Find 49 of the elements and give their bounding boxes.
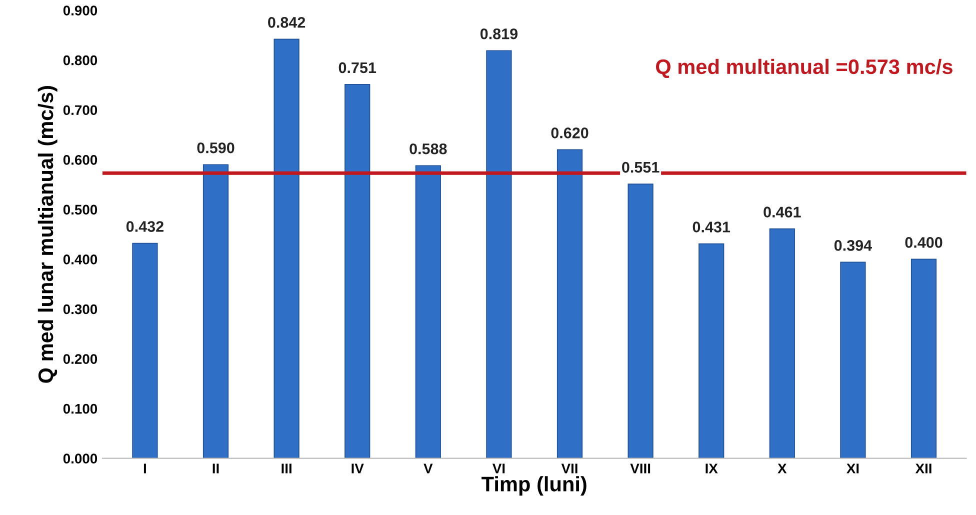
x-tick-label: VIII [630, 464, 650, 474]
x-tick-label: IX [706, 464, 718, 474]
data-label: 0.590 [197, 142, 234, 154]
y-axis-title: Q med lunar multianual (mc/s) [38, 86, 58, 383]
bar [486, 50, 512, 458]
x-tick-label: II [212, 464, 219, 474]
y-tick-label: 0.500 [63, 204, 98, 215]
y-tick-label: 0.600 [63, 154, 98, 165]
bar [698, 243, 724, 458]
data-label: 0.551 [622, 162, 660, 173]
data-label: 0.461 [764, 206, 801, 218]
x-tick-label: III [282, 464, 292, 474]
y-tick-label: 0.900 [63, 6, 98, 16]
data-label: 0.431 [692, 222, 730, 232]
ref-line-label: Q med multianual =0.573 mc/s [656, 58, 952, 78]
x-tick-label: XI [846, 464, 859, 474]
bar [344, 84, 370, 458]
bar [202, 164, 229, 458]
bar [274, 38, 300, 458]
bar [910, 258, 937, 458]
data-label: 0.400 [905, 237, 942, 248]
bar [556, 149, 583, 458]
y-tick-label: 0.800 [63, 55, 98, 66]
x-tick-label: VII [561, 464, 578, 474]
data-label: 0.819 [480, 28, 518, 40]
y-tick-label: 0.400 [63, 254, 98, 264]
y-tick-label: 0.000 [63, 454, 98, 464]
bar [628, 184, 654, 458]
x-tick-label: XII [915, 464, 932, 474]
y-tick-label: 0.100 [63, 404, 98, 414]
x-tick-label: VI [492, 464, 505, 474]
x-tick-label: I [144, 464, 146, 474]
data-label: 0.620 [551, 128, 588, 138]
bar [840, 262, 866, 458]
y-tick-label: 0.700 [63, 105, 98, 116]
bar [769, 228, 795, 458]
data-label: 0.751 [338, 62, 376, 74]
bar [132, 242, 158, 458]
bar [415, 165, 441, 458]
data-label: 0.842 [268, 17, 306, 28]
x-tick-label: V [424, 464, 433, 474]
data-label: 0.432 [126, 221, 164, 232]
y-tick-label: 0.200 [63, 354, 98, 364]
data-label: 0.588 [410, 143, 447, 154]
x-axis-title: Timp (luni) [482, 476, 586, 496]
x-tick-label: IV [352, 464, 364, 474]
x-tick-label: X [778, 464, 787, 474]
y-tick-label: 0.300 [63, 304, 98, 314]
data-label: 0.394 [834, 240, 872, 251]
